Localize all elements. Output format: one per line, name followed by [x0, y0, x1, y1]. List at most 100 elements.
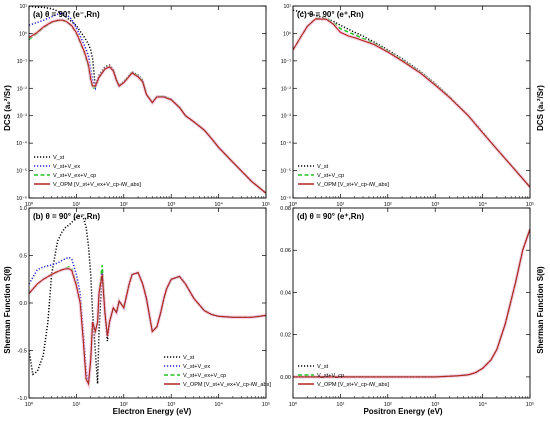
- x-tick-label: 10⁰: [25, 401, 34, 408]
- legend-label: V_OPM [V_st+V_cp-iW_abs]: [317, 182, 389, 188]
- series-line: [29, 264, 266, 387]
- x-tick-label: 10³: [431, 402, 439, 408]
- series-line: [29, 256, 266, 384]
- panel-title: (c) θ = 90° (e⁺,Rn): [297, 10, 364, 19]
- y-tick-label: 0.02: [280, 333, 291, 339]
- series-line: [293, 17, 530, 188]
- y-tick-label: 10⁻¹: [17, 59, 28, 65]
- series-line: [293, 9, 530, 188]
- series-line: [293, 18, 530, 188]
- y-tick-label: 10⁻⁴: [280, 141, 291, 147]
- y-tick-label: 10⁻⁵: [16, 169, 27, 175]
- y-tick-label: 10¹: [20, 4, 28, 10]
- panel-d: 10⁰ 10¹ 10² 10³ 10⁴ 10⁵ 0.00 0.02 0.04 0.06 0.08 (d…: [280, 206, 534, 408]
- legend-label: V_OPM [V_st+V_ex+V_cp-iW_abs]: [53, 182, 141, 188]
- x-tick-label: 10³: [167, 202, 175, 208]
- series-line: [293, 228, 530, 378]
- y-axis-label-left-top: DCS (a₀²/Sr): [3, 85, 12, 131]
- x-tick-label: 10⁴: [214, 401, 223, 408]
- y-axis-label-right-top: DCS (a₀²/Sr): [536, 85, 545, 131]
- y-tick-label: 0.00: [280, 375, 291, 381]
- plot-frame: [292, 207, 531, 399]
- x-tick-label: 10³: [431, 202, 439, 208]
- series-group: [293, 9, 530, 189]
- y-tick-label: 10⁻⁴: [16, 141, 27, 147]
- x-tick-label: 10⁵: [262, 201, 270, 208]
- y-tick-label: 0.08: [280, 206, 291, 212]
- legend: V_st V_st+V_ex V_st+V_ex+V_cp V_OPM [V_st+V…: [34, 155, 141, 188]
- y-tick-label: 0.06: [280, 248, 291, 254]
- legend: V_st V_st+V_cp V_OPM [V_st+V_cp-iW_abs]: [298, 364, 389, 388]
- panel-title: (a) θ = 90° (e⁻,Rn): [33, 10, 100, 19]
- y-tick-label: 10⁻²: [17, 86, 28, 92]
- x-tick-label: 10⁵: [262, 401, 270, 408]
- panel-a: 10⁰ 10¹ 10² 10³ 10⁴ 10⁵ 10⁻⁶ 10⁻⁵ 10⁻⁴ 10⁻³ 10⁻² 10…: [16, 4, 270, 208]
- x-tick-label: 10⁰: [289, 201, 298, 208]
- panel-c: 10⁰ 10¹ 10² 10³ 10⁴ 10⁵ 10⁻⁶ 10⁻⁵ 10⁻⁴ 10⁻³ 10⁻² 10…: [280, 4, 534, 208]
- legend-label: V_st+V_ex: [53, 164, 80, 170]
- x-tick-label: 10¹: [336, 402, 344, 408]
- series-group: [293, 228, 530, 379]
- legend-label: V_st: [317, 364, 329, 370]
- y-tick-label: 10¹: [284, 4, 292, 10]
- x-axis-label-right: Positron Energy (eV): [363, 407, 442, 416]
- legend-label: V_OPM [V_st+V_ex+V_cp-iW_abs]: [183, 382, 271, 388]
- legend-label: V_st: [53, 155, 65, 161]
- x-tick-label: 10⁵: [526, 201, 534, 208]
- legend-label: V_st: [317, 164, 329, 170]
- legend-label: V_st: [183, 355, 195, 361]
- legend-label: V_st+V_cp: [317, 173, 344, 179]
- y-tick-label: 10⁻³: [17, 114, 28, 120]
- y-tick-label: 10⁻³: [281, 114, 292, 120]
- x-tick-label: 10⁵: [526, 401, 534, 408]
- legend-label: V_OPM [V_st+V_cp-iW_abs]: [317, 382, 389, 388]
- x-tick-label: 10⁰: [289, 401, 298, 408]
- series-halo: [29, 267, 266, 391]
- plot-frame: [292, 5, 531, 199]
- legend-label: V_st+V_ex+V_cp: [183, 373, 226, 379]
- y-tick-label: 10⁻⁶: [280, 196, 291, 202]
- x-tick-label: 10¹: [72, 202, 80, 208]
- y-tick-label: -0.5: [18, 349, 27, 355]
- series-group: [29, 214, 266, 391]
- legend: V_st V_st+V_cp V_OPM [V_st+V_cp-iW_abs]: [298, 164, 389, 188]
- y-tick-label: 10⁻²: [281, 86, 292, 92]
- y-axis-label-right-bottom: Sherman Function S(θ): [536, 266, 545, 354]
- y-tick-label: 10⁻⁵: [280, 169, 291, 175]
- panel-b: 10⁰ 10¹ 10² 10³ 10⁴ 10⁵ -1.0 -0.5 0.0 0.5 1.0 (b) θ…: [18, 206, 272, 408]
- x-tick-label: 10²: [384, 402, 392, 408]
- series-line: [29, 268, 266, 386]
- x-tick-label: 10³: [167, 402, 175, 408]
- x-tick-label: 10⁴: [478, 401, 487, 408]
- x-axis-label-left: Electron Energy (eV): [113, 407, 192, 416]
- panel-title: (d) θ = 90° (e⁺,Rn): [297, 212, 364, 221]
- y-tick-label: 0.0: [19, 301, 27, 307]
- x-tick-label: 10²: [120, 202, 128, 208]
- x-tick-label: 10⁴: [478, 201, 487, 208]
- y-tick-label: 10⁻¹: [281, 59, 292, 65]
- x-tick-label: 10¹: [72, 402, 80, 408]
- x-tick-label: 10²: [384, 202, 392, 208]
- legend-label: V_st+V_ex: [183, 364, 210, 370]
- x-tick-label: 10⁰: [25, 201, 34, 208]
- y-axis-label-left-bottom: Sherman Function S(θ): [3, 266, 12, 354]
- x-tick-label: 10⁴: [214, 201, 223, 208]
- y-tick-label: -1.0: [18, 396, 27, 402]
- y-tick-label: 0.5: [19, 254, 27, 260]
- panel-title: (b) θ = 90° (e⁻,Rn): [33, 212, 100, 221]
- plot-frame: [28, 5, 267, 199]
- series-group: [29, 6, 266, 195]
- y-tick-label: 1.0: [19, 206, 27, 212]
- series-halo: [293, 17, 530, 189]
- legend-label: V_st+V_cp: [317, 373, 344, 379]
- series-line: [29, 19, 266, 194]
- legend-label: V_st+V_ex+V_cp: [53, 173, 96, 179]
- y-tick-label: 0.04: [280, 290, 291, 296]
- y-tick-label: 10⁻⁶: [16, 196, 27, 202]
- legend: V_st V_st+V_ex V_st+V_ex+V_cp V_OPM [V_st+V…: [164, 355, 271, 388]
- y-tick-label: 10⁰: [283, 31, 291, 37]
- plot-frame: [28, 207, 267, 399]
- x-tick-label: 10¹: [336, 202, 344, 208]
- y-tick-label: 10⁰: [19, 31, 27, 37]
